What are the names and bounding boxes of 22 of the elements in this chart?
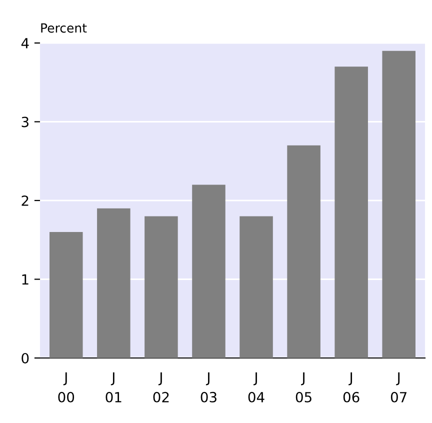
y-axis-title: Percent: [41, 23, 87, 33]
y-tick-label: 2: [22, 195, 28, 206]
bar: [382, 50, 416, 358]
x-tick-label: J 00: [58, 372, 74, 402]
bar: [287, 145, 320, 358]
y-tick-label: 3: [22, 116, 28, 128]
x-tick-label: J 05: [296, 372, 312, 402]
y-tick-label: 0: [22, 352, 29, 364]
x-tick-label: J 02: [153, 372, 169, 402]
bar: [144, 216, 178, 358]
y-tick-label: 1: [22, 274, 28, 285]
x-tick-label: J 06: [343, 372, 360, 402]
bar: [334, 66, 368, 358]
x-tick-label: J 04: [248, 372, 264, 402]
x-tick-label: J 03: [200, 372, 216, 402]
bar: [50, 232, 83, 358]
y-tick-label: 4: [21, 38, 29, 48]
bar: [97, 208, 130, 358]
bar: [240, 216, 273, 358]
bar: [192, 184, 226, 358]
x-tick-label: J 01: [106, 372, 122, 402]
x-tick-label: J 07: [390, 372, 407, 402]
